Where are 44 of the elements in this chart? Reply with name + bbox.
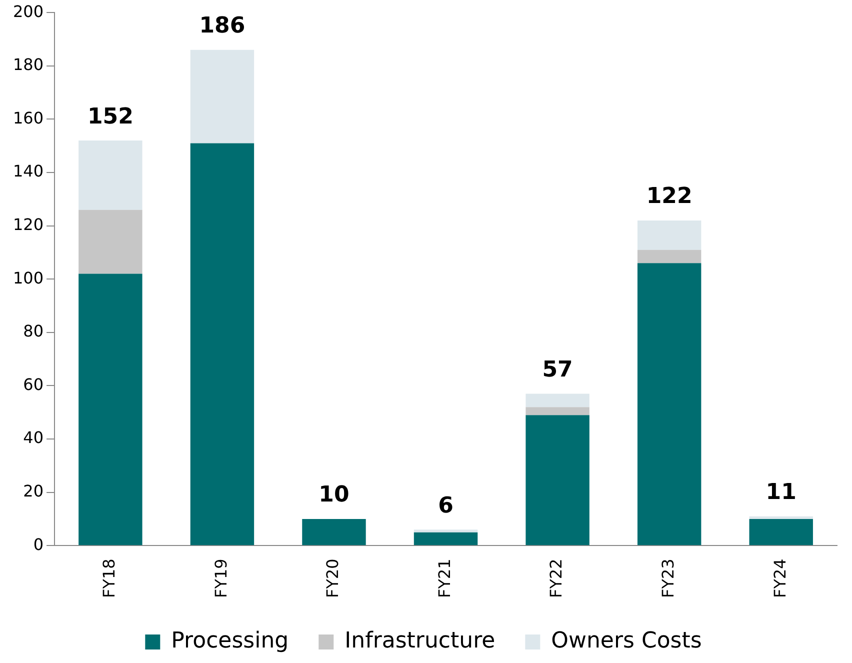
- bar: [637, 250, 702, 264]
- bar: [190, 143, 254, 546]
- x-tick-label: FY23: [658, 558, 678, 598]
- y-tick-label: 200: [12, 2, 44, 21]
- x-tick-label: FY21: [434, 558, 454, 598]
- bar: [78, 210, 142, 274]
- bar: [749, 519, 813, 546]
- bar: [302, 519, 366, 546]
- x-tick-label: FY22: [546, 558, 566, 598]
- bar: [78, 274, 142, 546]
- bar: [526, 394, 590, 408]
- y-tick-label: 160: [12, 108, 44, 128]
- y-tick-label: 120: [12, 214, 44, 234]
- legend-label: Infrastructure: [344, 628, 496, 654]
- total-label: 10: [318, 482, 350, 508]
- y-tick-label: 80: [23, 322, 44, 341]
- y-tick-label: 20: [23, 482, 44, 501]
- total-label: 11: [766, 480, 796, 506]
- total-label: 122: [646, 184, 692, 210]
- y-tick-label: 100: [12, 268, 44, 288]
- bar: [78, 140, 142, 210]
- y-tick-label: 40: [23, 428, 44, 448]
- bar: [526, 415, 590, 546]
- legend-label: Processing: [171, 628, 289, 654]
- x-tick-label: FY19: [211, 558, 230, 598]
- bar: [414, 530, 478, 532]
- bar: [190, 50, 254, 144]
- x-tick-label: FY20: [323, 558, 342, 598]
- legend-label: Owners Costs: [551, 628, 702, 654]
- x-tick-label: FY18: [100, 558, 119, 598]
- bar: [526, 407, 590, 416]
- y-tick-label: 180: [12, 55, 44, 74]
- total-label: 152: [87, 104, 134, 130]
- x-tick-label: FY24: [770, 558, 790, 598]
- total-label: 6: [438, 493, 454, 518]
- bar: [637, 263, 702, 546]
- y-tick-label: 60: [23, 374, 44, 394]
- bar: [414, 532, 478, 546]
- y-tick-label: 0: [33, 534, 44, 554]
- y-tick-label: 140: [12, 162, 44, 181]
- total-label: 57: [542, 357, 573, 382]
- bar: [749, 516, 813, 520]
- bar: [637, 220, 702, 250]
- total-label: 186: [199, 14, 246, 39]
